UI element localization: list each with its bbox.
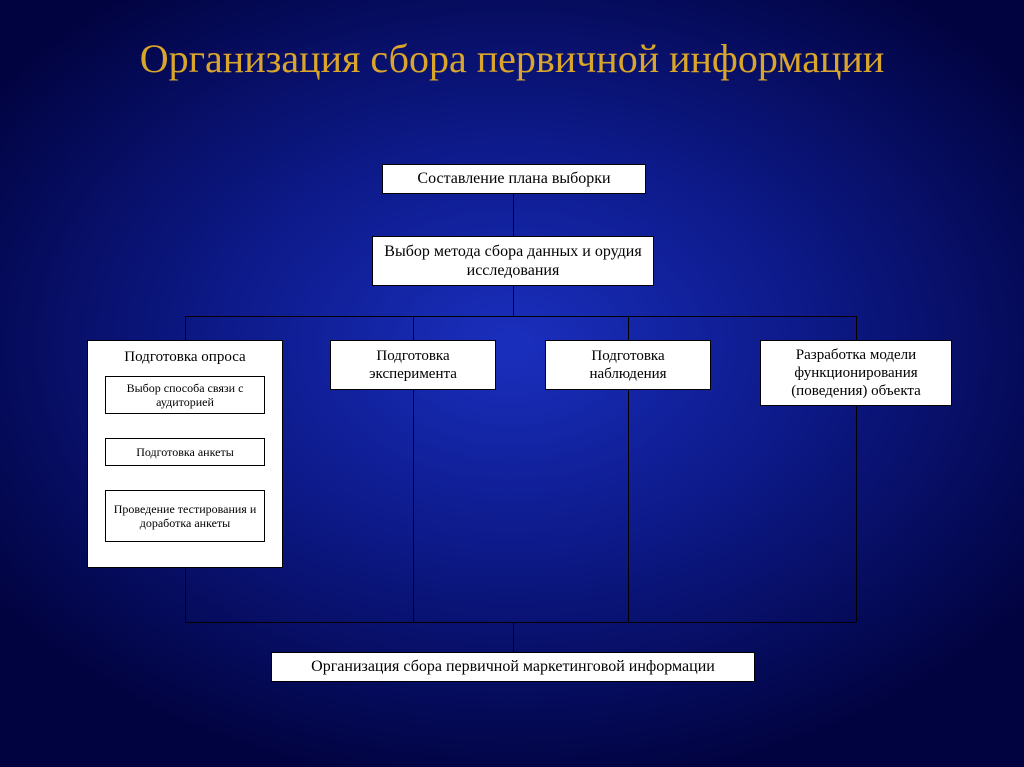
node-contact-method: Выбор способа связи с аудиторией (105, 376, 265, 414)
node-method-selection: Выбор метода сбора данных и орудия иссле… (372, 236, 654, 286)
connector (856, 406, 857, 622)
connector (185, 316, 856, 317)
node-behavior-model: Разработка модели функционирования (пове… (760, 340, 952, 406)
node-data-collection-org: Организация сбора первичной маркетингово… (271, 652, 755, 682)
connector (628, 316, 629, 340)
node-label: Выбор способа связи с аудиторией (112, 381, 258, 410)
node-label: Составление плана выборки (417, 169, 610, 188)
connector (413, 316, 414, 340)
connector (513, 286, 514, 316)
node-label: Проведение тестирования и доработка анке… (112, 502, 258, 531)
node-survey-prep-title: Подготовка опроса (95, 346, 275, 368)
connector (513, 194, 514, 236)
slide-root: Организация сбора первичной информации С… (0, 0, 1024, 767)
node-label: Подготовка эксперимента (337, 347, 489, 383)
node-plan-sampling: Составление плана выборки (382, 164, 646, 194)
node-label: Организация сбора первичной маркетингово… (311, 657, 715, 676)
connector (185, 568, 186, 622)
connector (628, 390, 629, 622)
connector (185, 622, 856, 623)
connector (413, 390, 414, 622)
node-questionnaire-prep: Подготовка анкеты (105, 438, 265, 466)
node-label: Подготовка анкеты (136, 445, 234, 459)
node-label: Подготовка наблюдения (552, 347, 704, 383)
connector (856, 316, 857, 340)
connector (185, 316, 186, 340)
node-label: Выбор метода сбора данных и орудия иссле… (379, 242, 647, 280)
node-testing-refine: Проведение тестирования и доработка анке… (105, 490, 265, 542)
slide-title: Организация сбора первичной информации (0, 36, 1024, 82)
node-experiment-prep: Подготовка эксперимента (330, 340, 496, 390)
node-label: Подготовка опроса (124, 349, 245, 366)
connector (513, 622, 514, 652)
node-observation-prep: Подготовка наблюдения (545, 340, 711, 390)
node-label: Разработка модели функционирования (пове… (767, 346, 945, 400)
